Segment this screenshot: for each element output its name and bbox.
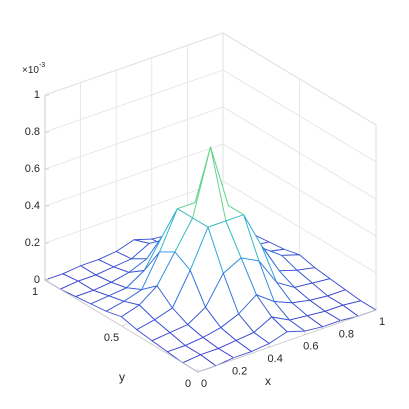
x-tick-label: 0.8 bbox=[339, 328, 354, 340]
grid-line bbox=[44, 69, 224, 133]
grid-line bbox=[44, 106, 224, 170]
axis-line bbox=[44, 279, 199, 373]
grid-line bbox=[44, 143, 224, 207]
x-tick-label: 0.2 bbox=[232, 366, 247, 378]
grid-line bbox=[222, 143, 377, 237]
y-tick bbox=[121, 324, 125, 327]
grid-line bbox=[222, 106, 377, 200]
z-multiplier: ×10-3 bbox=[22, 62, 45, 76]
x-tick-label: 0 bbox=[201, 378, 207, 390]
x-tick-label: 0.6 bbox=[303, 341, 318, 353]
grid-line bbox=[44, 32, 224, 96]
grid-line bbox=[222, 32, 377, 126]
z-tick-label: 0.8 bbox=[25, 126, 40, 138]
grid-line bbox=[44, 180, 224, 244]
z-tick-label: 0.4 bbox=[25, 200, 40, 212]
z-multiplier-base: ×10 bbox=[22, 65, 39, 76]
y-tick-label: 0 bbox=[185, 378, 191, 390]
grid-line bbox=[222, 180, 377, 274]
y-tick-label: 0.5 bbox=[104, 332, 119, 344]
x-tick-label: 1 bbox=[379, 316, 385, 328]
z-multiplier-exponent: -3 bbox=[39, 62, 45, 69]
z-tick-label: 0.2 bbox=[25, 237, 40, 249]
grid-line bbox=[222, 69, 377, 163]
mesh-surface bbox=[44, 146, 377, 373]
y-axis-label: y bbox=[119, 370, 125, 384]
z-tick-label: 1 bbox=[34, 89, 40, 101]
z-tick-label: 0 bbox=[34, 274, 40, 286]
z-tick-label: 0.6 bbox=[25, 163, 40, 175]
y-tick-label: 1 bbox=[32, 286, 38, 298]
x-tick-label: 0.4 bbox=[268, 353, 283, 365]
x-axis-label: x bbox=[265, 374, 271, 388]
axis-line bbox=[197, 309, 377, 373]
